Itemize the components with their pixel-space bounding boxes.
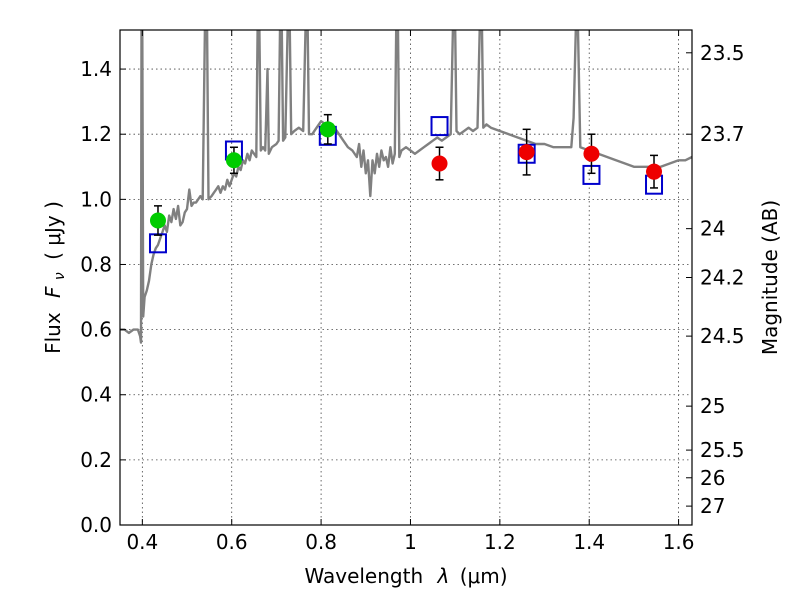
x-tick-label: 1: [404, 530, 417, 554]
spectrum-line: [120, 30, 692, 344]
y2-axis-title: Magnitude (AB): [758, 200, 782, 355]
y2-tick-label: 27: [700, 494, 725, 518]
observed-point-green: [225, 152, 242, 169]
y2-tick-label: 25: [700, 394, 725, 418]
y2-tick-label: 23.5: [700, 41, 745, 65]
grid-lines: [120, 30, 692, 525]
y-tick-label: 1.0: [80, 187, 112, 211]
observed-point-red: [518, 144, 535, 161]
model-box-marker: [430, 116, 449, 137]
observed-point-red: [646, 163, 663, 180]
y2-tick-label: 25.5: [700, 438, 745, 462]
y-tick-label: 0.0: [80, 513, 112, 537]
y-tick-label: 0.6: [80, 318, 112, 342]
observed-point-green: [149, 212, 166, 229]
x-tick-label: 0.6: [216, 530, 248, 554]
y-tick-label: 0.2: [80, 448, 112, 472]
x-axis-title: Wavelength λ (μm): [304, 564, 507, 588]
x-tick-label: 1.6: [663, 530, 695, 554]
series-layer: [120, 30, 692, 344]
observed-point-red: [583, 145, 600, 162]
y2-tick-label: 24.5: [700, 324, 745, 348]
y-tick-label: 0.8: [80, 252, 112, 276]
y-tick-label: 1.4: [80, 57, 112, 81]
y-axis-title: Flux F ν ( μJy ): [41, 201, 69, 354]
x-tick-label: 1.4: [573, 530, 605, 554]
y-tick-label: 1.2: [80, 122, 112, 146]
y2-tick-label: 23.7: [700, 122, 745, 146]
y2-tick-label: 24.2: [700, 266, 745, 290]
y2-tick-label: 26: [700, 466, 725, 490]
x-tick-label: 0.8: [305, 530, 337, 554]
observed-point-red: [431, 155, 448, 172]
plot-frame: [119, 29, 693, 526]
y2-tick-label: 24: [700, 217, 725, 241]
y-tick-label: 0.4: [80, 383, 112, 407]
x-tick-label: 1.2: [484, 530, 516, 554]
x-tick-label: 0.4: [126, 530, 158, 554]
observed-point-green: [319, 121, 336, 138]
axis-ticks: 0.4 0.6 0.8 1 1.2 1.4 1.6 0.0 0.2 0.4 0.6 0.8 1.0 1.2…: [80, 30, 745, 554]
